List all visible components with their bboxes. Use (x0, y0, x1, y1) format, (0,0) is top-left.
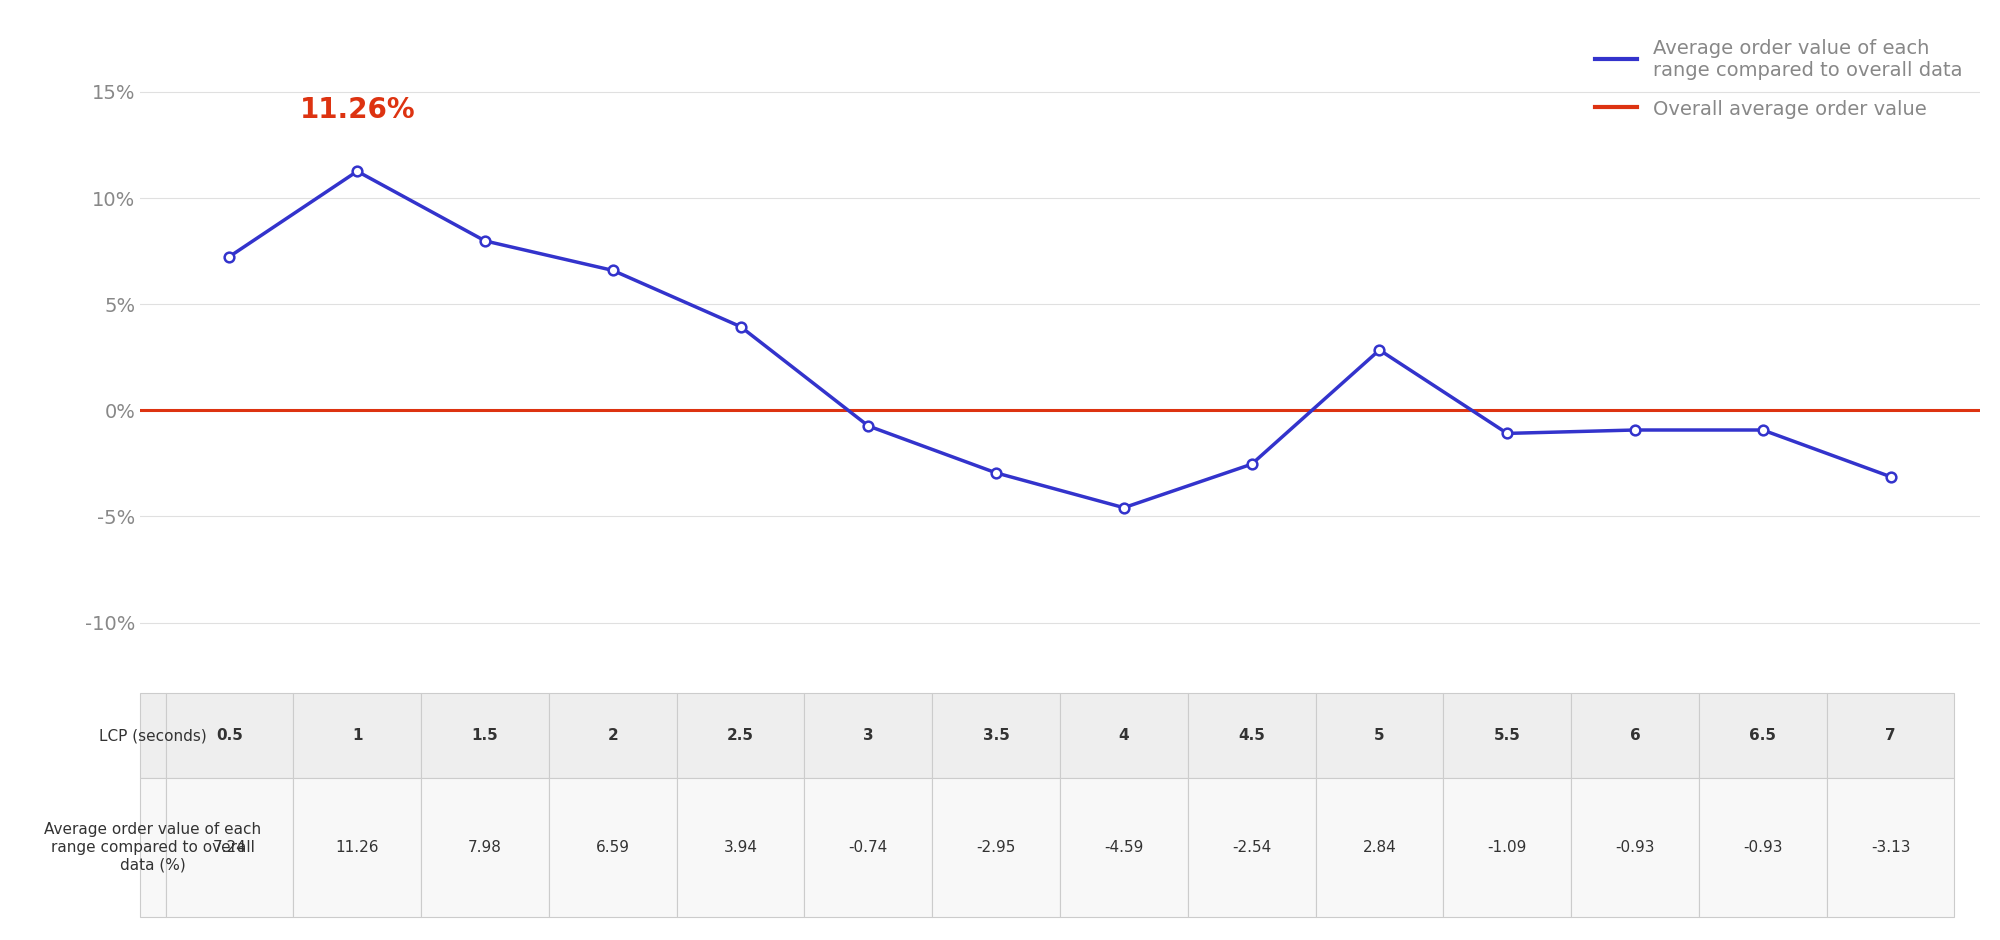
Text: 2.5: 2.5 (728, 728, 754, 744)
Bar (1444, 778, 1572, 916)
Text: 2.84: 2.84 (1362, 839, 1396, 854)
Bar (422, 694, 548, 778)
Text: 4.5: 4.5 (1238, 728, 1266, 744)
Text: 5.5: 5.5 (1494, 728, 1520, 744)
Bar (1316, 778, 1444, 916)
Bar (932, 694, 1060, 778)
Text: -0.74: -0.74 (848, 839, 888, 854)
Bar (804, 694, 932, 778)
Bar (1444, 694, 1572, 778)
Bar (166, 778, 294, 916)
Bar (804, 778, 932, 916)
Bar (548, 694, 676, 778)
Text: -4.59: -4.59 (1104, 839, 1144, 854)
Text: 1: 1 (352, 728, 362, 744)
Bar (676, 694, 804, 778)
Text: 7.24: 7.24 (212, 839, 246, 854)
Text: -1.09: -1.09 (1488, 839, 1526, 854)
Text: 7.98: 7.98 (468, 839, 502, 854)
Text: -2.95: -2.95 (976, 839, 1016, 854)
Bar (1572, 778, 1698, 916)
Bar (294, 694, 422, 778)
Bar (140, 778, 166, 916)
Legend: Average order value of each
range compared to overall data, Overall average orde: Average order value of each range compar… (1586, 31, 1970, 127)
Text: 2: 2 (608, 728, 618, 744)
Bar (1698, 694, 1826, 778)
Bar (1826, 778, 1954, 916)
Text: 11.26: 11.26 (336, 839, 378, 854)
Text: 1.5: 1.5 (472, 728, 498, 744)
Text: 6.5: 6.5 (1750, 728, 1776, 744)
Bar (1316, 694, 1444, 778)
Bar (294, 778, 422, 916)
Text: 6: 6 (1630, 728, 1640, 744)
Text: 6.59: 6.59 (596, 839, 630, 854)
Bar (1698, 778, 1826, 916)
Text: 0.5: 0.5 (216, 728, 242, 744)
Bar (676, 778, 804, 916)
Bar (1826, 694, 1954, 778)
Text: 7: 7 (1886, 728, 1896, 744)
Text: -0.93: -0.93 (1744, 839, 1782, 854)
Text: 3.94: 3.94 (724, 839, 758, 854)
Bar (548, 778, 676, 916)
Text: 5: 5 (1374, 728, 1384, 744)
Text: -0.93: -0.93 (1616, 839, 1654, 854)
Text: 3.5: 3.5 (982, 728, 1010, 744)
Bar (1572, 694, 1698, 778)
Text: -2.54: -2.54 (1232, 839, 1272, 854)
Text: LCP (seconds): LCP (seconds) (98, 728, 206, 744)
Bar (1188, 778, 1316, 916)
Text: 4: 4 (1118, 728, 1130, 744)
Bar (422, 778, 548, 916)
Text: -3.13: -3.13 (1870, 839, 1910, 854)
Bar (1060, 694, 1188, 778)
Bar (1188, 694, 1316, 778)
Bar (932, 778, 1060, 916)
Bar (140, 694, 166, 778)
Text: Average order value of each
range compared to overall
data (%): Average order value of each range compar… (44, 822, 262, 872)
Bar (166, 694, 294, 778)
Bar (1060, 778, 1188, 916)
Text: 3: 3 (864, 728, 874, 744)
Text: 11.26%: 11.26% (300, 96, 416, 124)
